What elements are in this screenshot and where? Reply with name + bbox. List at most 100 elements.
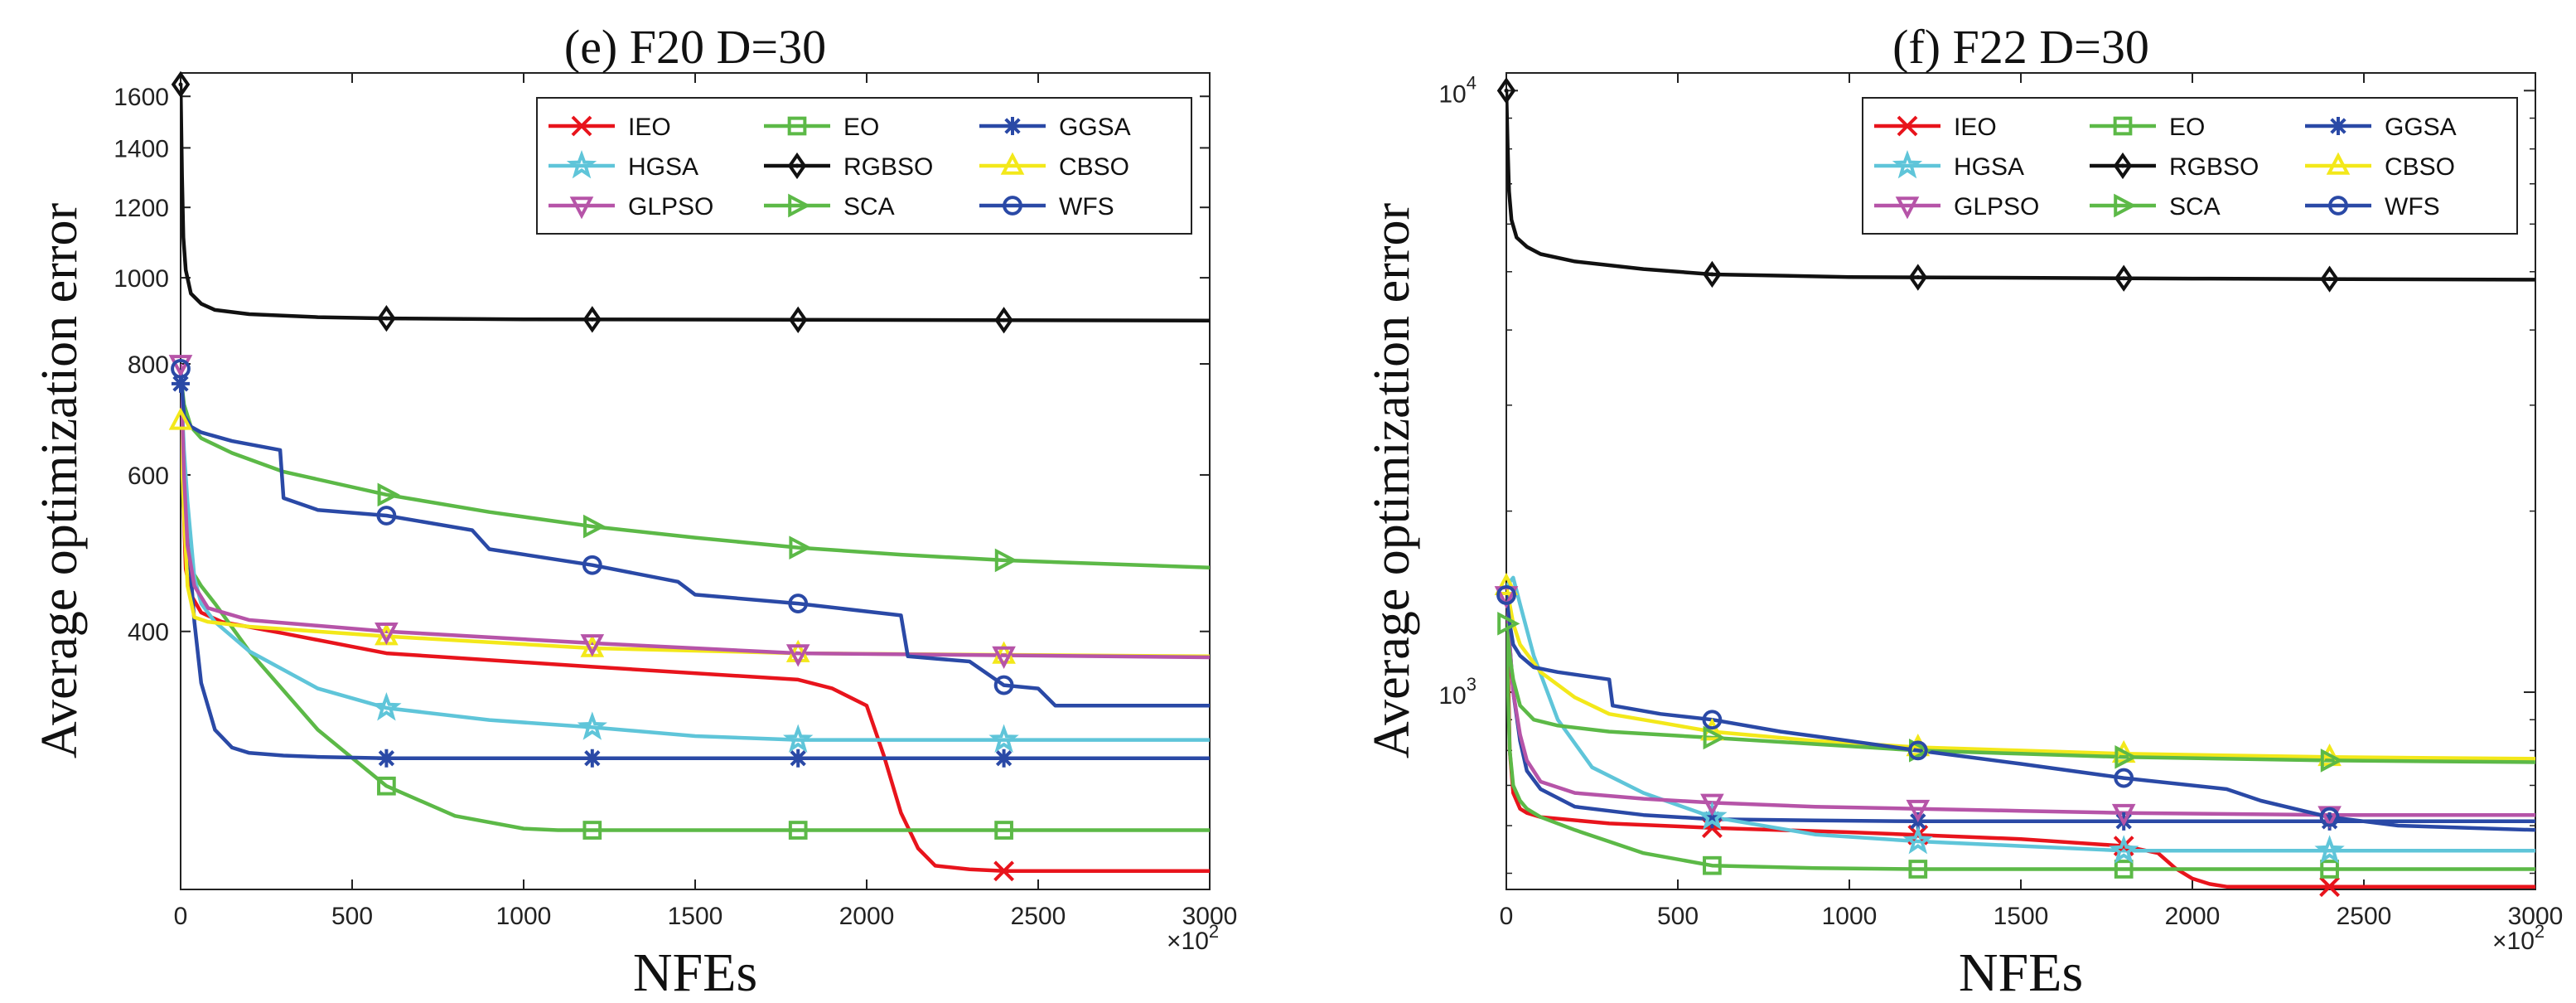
series-line-eo [1506, 613, 2535, 871]
x-tick-label: 1500 [668, 903, 723, 930]
legend-marker-glpso [1895, 196, 1920, 220]
legend-marker-hgsa [1892, 149, 1923, 179]
marker-sca [2114, 745, 2138, 769]
marker-wfs [993, 675, 1014, 695]
legend-marker-hgsa [566, 149, 597, 179]
x-tick-label: 3000 [1182, 903, 1238, 930]
marker-sca [583, 514, 607, 539]
legend-item-eo: EO [2090, 114, 2205, 141]
legend-item-ggsa: GGSA [2305, 114, 2457, 141]
marker-hgsa [1697, 801, 1728, 831]
marker-eo [2114, 860, 2134, 879]
legend-e: IEO EO GGSA HGSA RGBSO CBSO GLPSO SCA WFS [536, 97, 1192, 235]
legend-item-ieo: IEO [549, 114, 671, 141]
y-tick-label: 104 [1438, 72, 1476, 108]
chart-title-e: (e) F20 D=30 [564, 20, 826, 74]
marker-glpso [580, 634, 605, 657]
legend-marker-cbso [2326, 152, 2351, 175]
legend-label: WFS [1059, 193, 1114, 220]
legend-item-ggsa: GGSA [979, 114, 1131, 141]
x-tick-label: 2000 [2165, 903, 2221, 930]
marker-cbso [1494, 572, 1519, 596]
marker-rgbso [2320, 265, 2339, 293]
legend-box [536, 97, 1192, 235]
legend-item-sca: SCA [764, 193, 895, 220]
series-line-ieo [1506, 586, 2535, 889]
legend-box [1862, 97, 2518, 235]
chart-panel-f: (f) F22 D=30 NFEs Average optimization e… [1364, 20, 2563, 1003]
chart-panel-e: (e) F20 D=30 NFEs Average optimization e… [31, 20, 1237, 1003]
y-tick-label: 800 [128, 351, 169, 379]
marker-cbso [168, 407, 193, 430]
legend-item-cbso: CBSO [2305, 152, 2455, 181]
legend-label: IEO [1954, 114, 1997, 141]
marker-wfs [2319, 807, 2340, 827]
legend-label: WFS [2385, 193, 2440, 220]
legend-marker-ggsa [2329, 117, 2347, 135]
legend-item-eo: EO [764, 114, 879, 141]
marker-wfs [376, 506, 397, 526]
legend-label: HGSA [1954, 153, 2024, 181]
marker-rgbso [171, 70, 191, 99]
legend-marker-rgbso [787, 152, 807, 180]
marker-hgsa [371, 692, 402, 721]
x-tick-label: 3000 [2508, 903, 2564, 930]
legend-item-hgsa: HGSA [549, 149, 698, 181]
x-ticks-f: 0 500 1000 1500 2000 2500 3000 [1500, 73, 2564, 930]
y-ticks-f: 103 104 [1438, 72, 2535, 875]
y-tick-label: 1000 [114, 265, 169, 293]
legend-label: GLPSO [1954, 193, 2039, 220]
legend-label: SCA [843, 193, 895, 220]
marker-ggsa [994, 749, 1013, 768]
x-tick-label: 1500 [1994, 903, 2049, 930]
marker-ggsa [789, 749, 808, 768]
y-tick-label: 1600 [114, 84, 169, 111]
legend-marker-eo [2113, 116, 2133, 136]
series-line-wfs [181, 368, 1210, 708]
legend-label: CBSO [1059, 153, 1129, 181]
marker-rgbso [1908, 264, 1928, 291]
marker-rgbso [994, 307, 1013, 334]
marker-sca [1703, 725, 1726, 750]
marker-ggsa [1703, 810, 1722, 829]
legend-marker-eo [787, 116, 807, 136]
legend-label: EO [2169, 114, 2205, 141]
marker-eo [994, 821, 1013, 840]
marker-sca [377, 482, 400, 507]
legend-marker-wfs [2328, 196, 2348, 216]
marker-sca [1497, 612, 1520, 636]
legend-item-glpso: GLPSO [1874, 193, 2039, 220]
legend-item-ieo: IEO [1874, 114, 1997, 141]
x-tick-label: 0 [1500, 903, 1514, 930]
series-line-ggsa [1506, 594, 2535, 824]
marker-glpso [785, 644, 810, 667]
marker-eo [582, 821, 602, 840]
marker-hgsa [577, 711, 607, 740]
marker-rgbso [377, 304, 396, 332]
series-group-e [181, 84, 1210, 874]
y-axis-label-f: Average optimization error [1364, 203, 1420, 759]
legend-marker-rgbso [2113, 152, 2133, 180]
y-tick-label: 600 [128, 463, 169, 490]
marker-eo [788, 821, 808, 840]
legend-marker-glpso [569, 196, 594, 220]
legend-marker-ieo [1897, 115, 1918, 137]
marker-wfs [171, 358, 191, 379]
x-tick-label: 2500 [2337, 903, 2392, 930]
y-tick-label: 400 [128, 619, 169, 647]
marker-glpso [375, 622, 399, 646]
series-line-cbso [181, 420, 1210, 659]
legend-item-rgbso: RGBSO [2090, 152, 2259, 181]
series-line-sca [181, 373, 1210, 569]
marker-rgbso [582, 306, 602, 333]
marker-ggsa [2320, 812, 2339, 831]
legend-label: GGSA [1059, 114, 1131, 141]
series-line-hgsa [181, 373, 1210, 742]
marker-hgsa [783, 724, 814, 753]
legend-item-cbso: CBSO [979, 152, 1129, 181]
x-tick-label: 500 [331, 903, 373, 930]
series-line-rgbso [181, 84, 1210, 322]
marker-wfs [582, 555, 602, 575]
legend-label: EO [843, 114, 879, 141]
marker-hgsa [2109, 835, 2139, 864]
